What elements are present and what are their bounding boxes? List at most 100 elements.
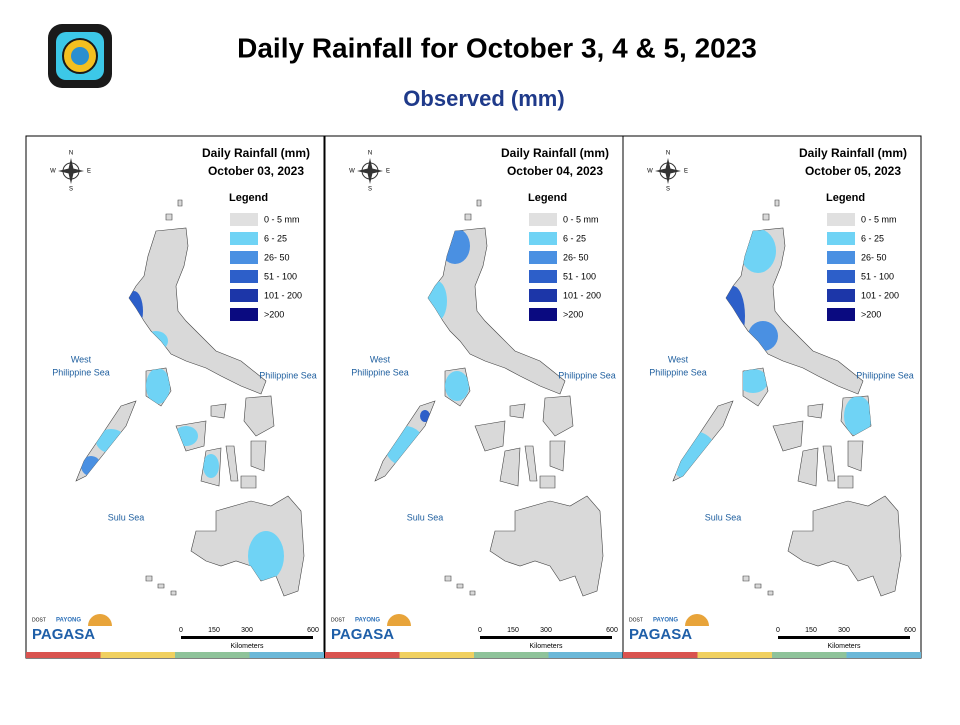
scale-tick: 600 bbox=[904, 627, 916, 634]
sea-label: Philippine Sea bbox=[259, 370, 317, 380]
title: Daily Rainfall for October 3, 4 & 5, 202… bbox=[237, 32, 757, 63]
sea-label: Sulu Sea bbox=[108, 512, 145, 522]
legend-label: 0 - 5 mm bbox=[563, 214, 599, 224]
legend-swatch bbox=[230, 308, 258, 321]
scale-tick: 300 bbox=[540, 627, 552, 634]
legend-label: 6 - 25 bbox=[264, 233, 287, 243]
scale-bar bbox=[181, 636, 313, 639]
legend-swatch bbox=[230, 232, 258, 245]
panel-title: Daily Rainfall (mm) bbox=[202, 146, 310, 160]
sea-label: Philippine Sea bbox=[649, 367, 707, 377]
footer-stripe bbox=[772, 652, 847, 658]
footer-stripe bbox=[26, 652, 101, 658]
subtitle: Observed (mm) bbox=[403, 86, 564, 111]
compass-label: S bbox=[69, 187, 73, 193]
compass-label: E bbox=[87, 169, 91, 175]
legend-title: Legend bbox=[528, 192, 567, 204]
scale-tick: 600 bbox=[307, 627, 319, 634]
legend-swatch bbox=[230, 270, 258, 283]
legend-swatch bbox=[230, 289, 258, 302]
legend-label: 26- 50 bbox=[861, 252, 887, 262]
scale-tick: 150 bbox=[208, 627, 220, 634]
sea-label: Philippine Sea bbox=[856, 370, 914, 380]
legend-swatch bbox=[827, 270, 855, 283]
map-panel: Daily Rainfall (mm) October 04, 2023 N S W E L… bbox=[324, 135, 624, 659]
panel-date: October 04, 2023 bbox=[507, 164, 603, 178]
sea-label: West bbox=[71, 354, 92, 364]
compass bbox=[655, 158, 681, 184]
scale-unit: Kilometers bbox=[230, 643, 264, 650]
brand-tag: DOST bbox=[629, 617, 643, 623]
legend-title: Legend bbox=[229, 192, 268, 204]
compass bbox=[357, 158, 383, 184]
panel-title: Daily Rainfall (mm) bbox=[501, 146, 609, 160]
compass-label: N bbox=[368, 151, 372, 157]
brand-program: PAYONG bbox=[355, 618, 380, 624]
legend-swatch bbox=[827, 232, 855, 245]
logo bbox=[48, 24, 112, 88]
sea-label: Philippine Sea bbox=[52, 367, 110, 377]
legend-label: >200 bbox=[563, 309, 583, 319]
compass-label: N bbox=[666, 151, 670, 157]
legend-swatch bbox=[529, 289, 557, 302]
legend-label: 51 - 100 bbox=[264, 271, 297, 281]
sea-label: Philippine Sea bbox=[351, 367, 409, 377]
scale-tick: 300 bbox=[241, 627, 253, 634]
compass-label: E bbox=[684, 169, 688, 175]
footer-stripe bbox=[623, 652, 698, 658]
scale-tick: 150 bbox=[507, 627, 519, 634]
scale-tick: 600 bbox=[606, 627, 618, 634]
panel-title: Daily Rainfall (mm) bbox=[799, 146, 907, 160]
legend-label: >200 bbox=[861, 309, 881, 319]
footer-stripe bbox=[697, 652, 772, 658]
sea-label: Philippine Sea bbox=[558, 370, 616, 380]
legend-label: >200 bbox=[264, 309, 284, 319]
brand-name: PAGASA bbox=[32, 626, 95, 643]
footer-stripe bbox=[100, 652, 175, 658]
legend-label: 6 - 25 bbox=[861, 233, 884, 243]
legend-swatch bbox=[529, 270, 557, 283]
legend-swatch bbox=[230, 251, 258, 264]
scale-tick: 0 bbox=[179, 627, 183, 634]
brand-name: PAGASA bbox=[629, 626, 692, 643]
footer-stripe bbox=[249, 652, 324, 658]
legend-label: 51 - 100 bbox=[563, 271, 596, 281]
brand-umbrella bbox=[88, 614, 112, 626]
scale-unit: Kilometers bbox=[529, 643, 563, 650]
compass-label: W bbox=[349, 169, 355, 175]
legend-swatch bbox=[827, 289, 855, 302]
legend-label: 26- 50 bbox=[264, 252, 290, 262]
legend-swatch bbox=[827, 213, 855, 226]
compass-label: N bbox=[69, 151, 73, 157]
scale-tick: 0 bbox=[478, 627, 482, 634]
scale-bar bbox=[480, 636, 612, 639]
legend-label: 0 - 5 mm bbox=[861, 214, 897, 224]
map-panel: Daily Rainfall (mm) October 05, 2023 N S W E L… bbox=[622, 135, 922, 659]
brand-tag: DOST bbox=[331, 617, 345, 623]
footer-stripe bbox=[399, 652, 474, 658]
legend-label: 51 - 100 bbox=[861, 271, 894, 281]
footer-stripe bbox=[548, 652, 623, 658]
scale-tick: 150 bbox=[805, 627, 817, 634]
legend-swatch bbox=[529, 251, 557, 264]
compass bbox=[58, 158, 84, 184]
brand-tag: DOST bbox=[32, 617, 46, 623]
legend-label: 6 - 25 bbox=[563, 233, 586, 243]
brand-name: PAGASA bbox=[331, 626, 394, 643]
legend-label: 101 - 200 bbox=[861, 290, 899, 300]
sea-label: Sulu Sea bbox=[407, 512, 444, 522]
footer-stripe bbox=[846, 652, 921, 658]
legend-swatch bbox=[827, 308, 855, 321]
scale-bar bbox=[778, 636, 910, 639]
compass-label: E bbox=[386, 169, 390, 175]
legend-swatch bbox=[230, 213, 258, 226]
brand-umbrella bbox=[685, 614, 709, 626]
panel-date: October 03, 2023 bbox=[208, 164, 304, 178]
legend-swatch bbox=[529, 308, 557, 321]
footer-stripe bbox=[175, 652, 250, 658]
legend-swatch bbox=[529, 232, 557, 245]
scale-unit: Kilometers bbox=[827, 643, 861, 650]
scale-tick: 300 bbox=[838, 627, 850, 634]
legend-label: 26- 50 bbox=[563, 252, 589, 262]
